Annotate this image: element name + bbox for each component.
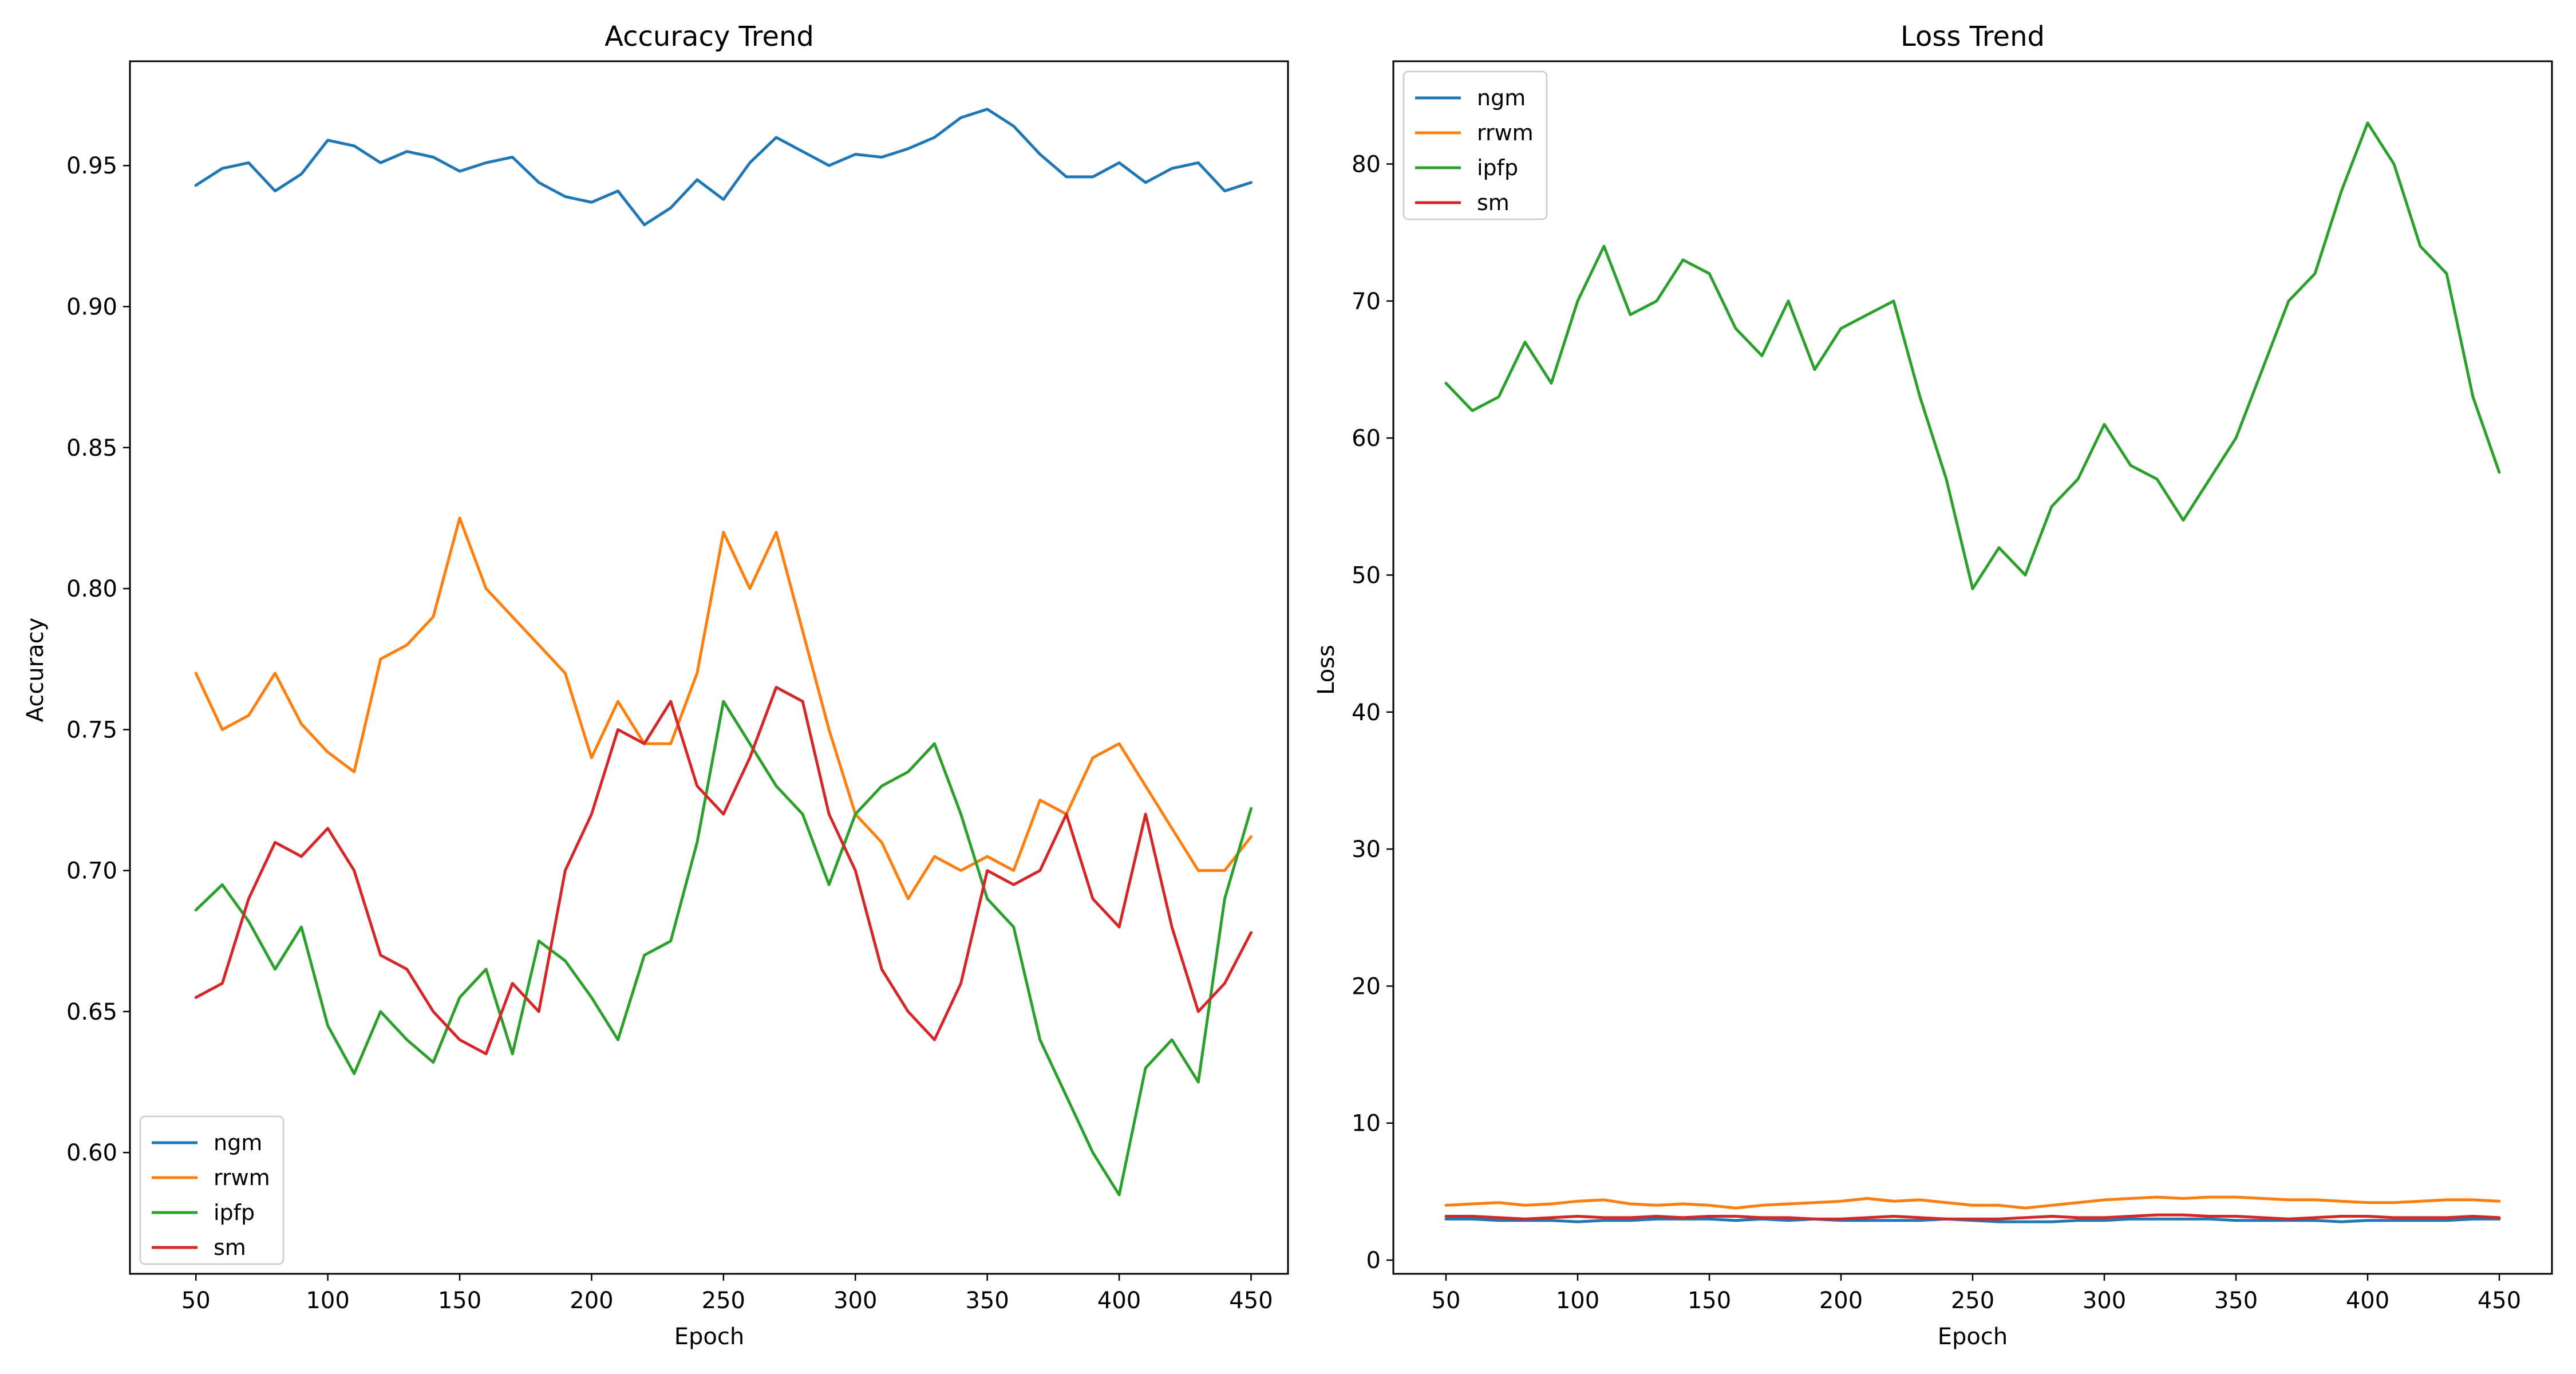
loss-y-tick-label: 10	[1352, 1111, 1381, 1137]
loss-y-tick-label: 60	[1352, 425, 1381, 452]
accuracy-x-axis-label: Epoch	[674, 1324, 744, 1350]
accuracy-y-tick-label: 0.80	[66, 576, 117, 602]
loss-x-tick-label: 250	[1951, 1288, 1994, 1314]
loss-legend-label-rrwm: rrwm	[1477, 120, 1534, 145]
loss-x-axis-label: Epoch	[1938, 1324, 2008, 1350]
accuracy-y-tick-label: 0.75	[66, 717, 117, 743]
accuracy-chart: Accuracy Trend Epoch Accuracy 50 100 150 20…	[22, 21, 1289, 1350]
accuracy-legend-label-rrwm: rrwm	[214, 1165, 270, 1190]
accuracy-series	[194, 108, 1253, 1197]
loss-legend-box	[1402, 70, 1548, 220]
loss-legend: ngm rrwm ipfp sm	[1402, 70, 1548, 220]
loss-legend-label-sm: sm	[1477, 190, 1510, 215]
accuracy-y-tick-label: 0.95	[66, 153, 117, 179]
loss-ticks: 50 100 150 200 250 300 350 400 450 0 10 20 30 40 50 60 7…	[1352, 151, 2521, 1314]
loss-y-tick-label: 0	[1366, 1247, 1381, 1274]
accuracy-series-sm-line	[194, 686, 1253, 1056]
accuracy-legend-box	[139, 1115, 285, 1265]
loss-x-tick-label: 50	[1432, 1288, 1461, 1314]
loss-y-tick-label: 70	[1352, 289, 1381, 315]
accuracy-plot-frame	[129, 60, 1289, 1275]
accuracy-y-tick-label: 0.70	[66, 858, 117, 885]
loss-y-tick-label: 40	[1352, 700, 1381, 726]
loss-y-tick-label: 20	[1352, 973, 1381, 1000]
loss-plot-frame	[1392, 60, 2553, 1275]
loss-x-tick-label: 400	[2346, 1288, 2389, 1314]
accuracy-x-tick-label: 450	[1229, 1288, 1273, 1314]
loss-x-tick-label: 150	[1688, 1288, 1731, 1314]
accuracy-legend-label-sm: sm	[214, 1235, 246, 1260]
accuracy-x-tick-label: 200	[570, 1288, 613, 1314]
loss-x-tick-label: 300	[2083, 1288, 2126, 1314]
accuracy-series-ipfp-line	[194, 700, 1253, 1197]
loss-y-tick-label: 30	[1352, 836, 1381, 863]
loss-y-axis-label: Loss	[1313, 645, 1340, 695]
loss-y-tick-label: 50	[1352, 562, 1381, 589]
loss-chart-title: Loss Trend	[1901, 21, 2045, 53]
accuracy-legend-label-ipfp: ipfp	[214, 1200, 255, 1225]
accuracy-ticks: 50 100 150 200 250 300 350 400 450 0.60 0.65 0.70 0.…	[66, 153, 1273, 1314]
accuracy-y-tick-label: 0.85	[66, 435, 117, 461]
accuracy-y-tick-label: 0.90	[66, 294, 117, 321]
loss-y-tick-label: 80	[1352, 151, 1381, 177]
accuracy-y-axis-label: Accuracy	[22, 618, 49, 722]
loss-x-tick-label: 350	[2214, 1288, 2258, 1314]
accuracy-x-tick-label: 150	[438, 1288, 481, 1314]
accuracy-x-tick-label: 250	[702, 1288, 745, 1314]
loss-legend-label-ngm: ngm	[1477, 85, 1526, 110]
accuracy-series-rrwm-line	[194, 516, 1253, 901]
accuracy-x-tick-label: 400	[1097, 1288, 1141, 1314]
accuracy-y-tick-label: 0.65	[66, 999, 117, 1025]
loss-series	[1444, 121, 2501, 1223]
loss-chart: Loss Trend Epoch Loss 50 100 150 200 250 300 3…	[1313, 21, 2553, 1350]
accuracy-y-tick-label: 0.60	[66, 1140, 117, 1166]
accuracy-x-tick-label: 350	[965, 1288, 1009, 1314]
loss-x-tick-label: 450	[2478, 1288, 2521, 1314]
accuracy-legend-label-ngm: ngm	[214, 1130, 262, 1155]
loss-x-tick-label: 200	[1819, 1288, 1863, 1314]
loss-legend-label-ipfp: ipfp	[1477, 155, 1518, 180]
loss-series-ipfp-line	[1444, 121, 2501, 590]
loss-series-rrwm-line	[1444, 1195, 2501, 1210]
accuracy-x-tick-label: 50	[181, 1288, 211, 1314]
accuracy-x-tick-label: 300	[833, 1288, 877, 1314]
accuracy-x-tick-label: 100	[306, 1288, 349, 1314]
accuracy-legend: ngm rrwm ipfp sm	[139, 1115, 285, 1265]
loss-x-tick-label: 100	[1556, 1288, 1599, 1314]
accuracy-series-ngm-line	[194, 108, 1253, 227]
loss-series-sm-line	[1444, 1213, 2501, 1221]
accuracy-chart-title: Accuracy Trend	[605, 21, 814, 53]
